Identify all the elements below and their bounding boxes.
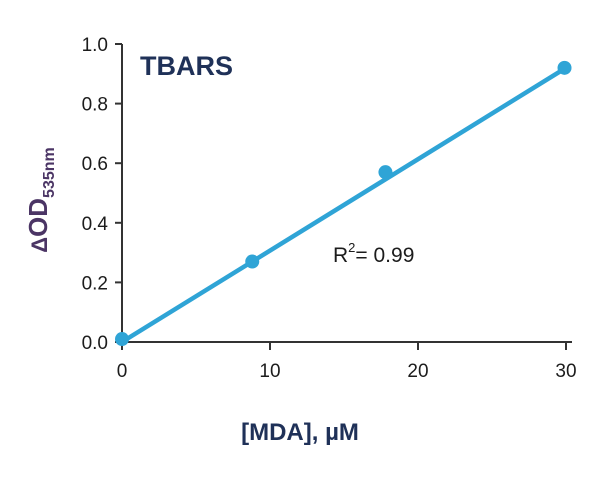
chart-title: TBARS bbox=[140, 51, 233, 81]
data-points bbox=[115, 60, 572, 347]
y-axis-label-main: OD bbox=[23, 198, 53, 237]
x-ticks: 0 10 20 30 bbox=[117, 342, 577, 382]
y-axis-label-subscript: 535nm bbox=[41, 147, 58, 198]
r-squared-base: R bbox=[333, 244, 348, 267]
y-tick-label: 0.2 bbox=[82, 273, 108, 294]
data-point bbox=[557, 60, 572, 75]
data-point bbox=[115, 332, 129, 347]
y-tick-label: 1.0 bbox=[82, 35, 108, 56]
x-tick-label: 0 bbox=[117, 361, 128, 382]
y-axis-label: ΔOD535nm bbox=[23, 147, 58, 253]
x-axis-label: [MDA], µM bbox=[241, 419, 359, 446]
data-point bbox=[378, 165, 393, 180]
y-axis-label-delta: Δ bbox=[27, 237, 52, 253]
r-squared-annotation: R2= 0.99 bbox=[333, 240, 414, 267]
y-tick-label: 0.8 bbox=[82, 95, 108, 116]
x-tick-label: 20 bbox=[407, 361, 428, 382]
x-tick-label: 30 bbox=[555, 361, 576, 382]
y-tick-label: 0.6 bbox=[82, 154, 108, 175]
data-point bbox=[245, 254, 260, 269]
y-tick-label: 0.4 bbox=[82, 214, 109, 235]
r-squared-superscript: 2 bbox=[348, 240, 355, 255]
y-tick-label: 0.0 bbox=[82, 333, 108, 354]
r-squared-value: = 0.99 bbox=[355, 244, 414, 267]
x-tick-label: 10 bbox=[259, 361, 280, 382]
y-ticks: 0.0 0.2 0.4 0.6 0.8 1.0 bbox=[82, 35, 122, 354]
axes bbox=[121, 44, 572, 343]
fit-line bbox=[119, 65, 569, 345]
